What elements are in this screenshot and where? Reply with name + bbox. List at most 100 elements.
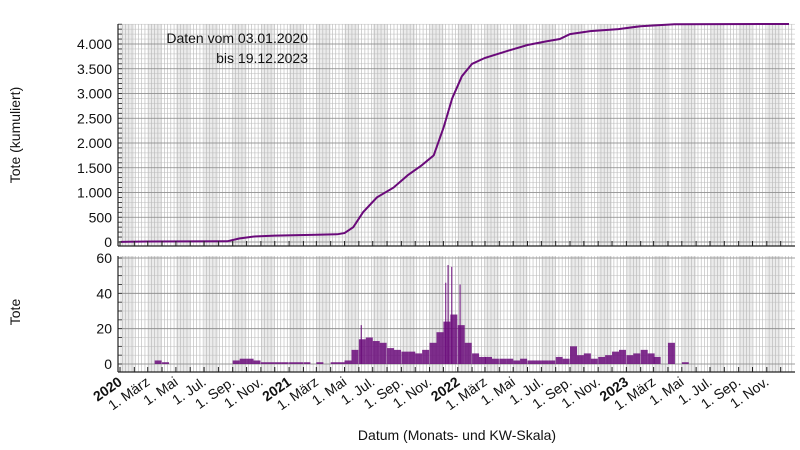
daily-deaths-bar <box>351 349 359 364</box>
y-tick-label: 1.500 <box>77 160 112 176</box>
month-shade <box>738 24 753 246</box>
daily-deaths-bar <box>281 362 289 364</box>
daily-deaths-bar <box>626 355 634 364</box>
daily-deaths-bar <box>464 342 472 364</box>
month-shade <box>541 24 556 246</box>
daily-deaths-bar <box>598 356 606 364</box>
y-tick-label: 60 <box>96 250 112 266</box>
daily-deaths-bar <box>484 356 492 364</box>
month-shade <box>120 24 135 246</box>
daily-deaths-bar <box>450 314 458 364</box>
top-y-axis-label: Tote (kumuliert) <box>7 87 23 183</box>
month-shade <box>175 256 191 372</box>
daily-deaths-bar <box>555 356 563 364</box>
daily-deaths-bar <box>541 360 549 364</box>
daily-deaths-bar <box>605 355 613 364</box>
daily-deaths-bar <box>253 360 261 364</box>
daily-deaths-peak-bar <box>445 282 447 364</box>
daily-deaths-bar <box>681 362 689 364</box>
daily-deaths-bar <box>443 321 451 364</box>
daily-deaths-bar <box>457 325 465 364</box>
daily-deaths-bar <box>590 358 598 364</box>
month-shade <box>570 256 584 372</box>
daily-deaths-bar <box>365 337 373 364</box>
y-tick-label: 20 <box>96 321 112 337</box>
daily-deaths-bar <box>267 362 275 364</box>
daily-deaths-bar <box>379 342 387 364</box>
daily-deaths-bar <box>478 356 486 364</box>
daily-deaths-peak-bar <box>360 325 362 364</box>
daily-deaths-bar <box>260 362 268 364</box>
daily-deaths-bar <box>548 360 556 364</box>
daily-deaths-bar <box>633 353 641 364</box>
daily-deaths-bar <box>330 362 338 364</box>
month-shade <box>766 256 781 372</box>
y-tick-label: 500 <box>89 209 113 225</box>
daily-deaths-bar <box>415 353 423 364</box>
annotation-line-2: bis 19.12.2023 <box>216 50 308 66</box>
daily-deaths-bar <box>513 360 521 364</box>
month-shade <box>232 256 247 372</box>
daily-deaths-bar <box>570 346 577 364</box>
daily-deaths-bar <box>491 358 499 364</box>
month-shade <box>401 24 416 246</box>
daily-deaths-peak-bar <box>459 284 461 364</box>
y-tick-label: 3.000 <box>77 86 112 102</box>
month-shade <box>204 256 219 372</box>
daily-deaths-bar <box>303 362 311 364</box>
month-shade <box>653 256 668 372</box>
month-shade <box>570 24 584 246</box>
month-shade <box>484 256 500 372</box>
daily-deaths-bar <box>612 351 620 364</box>
daily-deaths-bar <box>640 349 648 364</box>
daily-deaths-bar <box>436 332 444 364</box>
daily-deaths-bar <box>393 349 401 364</box>
daily-deaths-bar <box>246 358 254 364</box>
daily-deaths-bar <box>408 351 416 364</box>
month-shade <box>766 24 781 246</box>
daily-deaths-bar <box>422 349 430 364</box>
month-shade <box>232 24 247 246</box>
daily-deaths-bar <box>667 342 675 364</box>
y-tick-label: 2.500 <box>77 110 112 126</box>
month-shade <box>598 256 613 372</box>
daily-deaths-bar <box>472 353 480 364</box>
month-shade <box>204 24 219 246</box>
y-tick-label: 4.000 <box>77 36 112 52</box>
month-shade <box>316 24 331 246</box>
month-shade <box>289 256 304 372</box>
annotation-line-1: Daten vom 03.01.2020 <box>166 30 308 46</box>
daily-deaths-bar <box>653 356 661 364</box>
month-shade <box>175 24 191 246</box>
month-shade <box>681 24 697 246</box>
month-shade <box>372 24 388 246</box>
daily-deaths-bar <box>372 341 380 364</box>
daily-deaths-bar <box>289 362 297 364</box>
y-tick-label: 1.000 <box>77 185 112 201</box>
daily-deaths-bar <box>534 360 542 364</box>
daily-deaths-bar <box>239 358 247 364</box>
daily-deaths-bar <box>337 362 345 364</box>
bottom-y-axis-label: Tote <box>7 299 23 326</box>
daily-deaths-bar <box>429 342 437 364</box>
daily-deaths-bar <box>387 348 395 364</box>
month-shade <box>681 256 697 372</box>
daily-deaths-bar <box>647 353 655 364</box>
daily-deaths-bar <box>358 339 366 364</box>
daily-deaths-bar <box>506 358 514 364</box>
daily-deaths-bar <box>562 358 570 364</box>
daily-deaths-bar <box>274 362 282 364</box>
daily-deaths-bar <box>583 353 591 364</box>
month-shade <box>598 24 613 246</box>
month-shade <box>484 24 500 246</box>
daily-deaths-bar <box>296 362 304 364</box>
x-axis-label: Datum (Monats- und KW-Skala) <box>358 427 556 443</box>
daily-deaths-bar <box>232 360 240 364</box>
daily-deaths-bar <box>154 360 162 364</box>
daily-deaths-bar <box>618 349 626 364</box>
month-shade <box>738 256 753 372</box>
daily-deaths-bar <box>499 358 507 364</box>
daily-deaths-bar <box>344 360 352 364</box>
cumulative-deaths-line <box>120 23 790 243</box>
